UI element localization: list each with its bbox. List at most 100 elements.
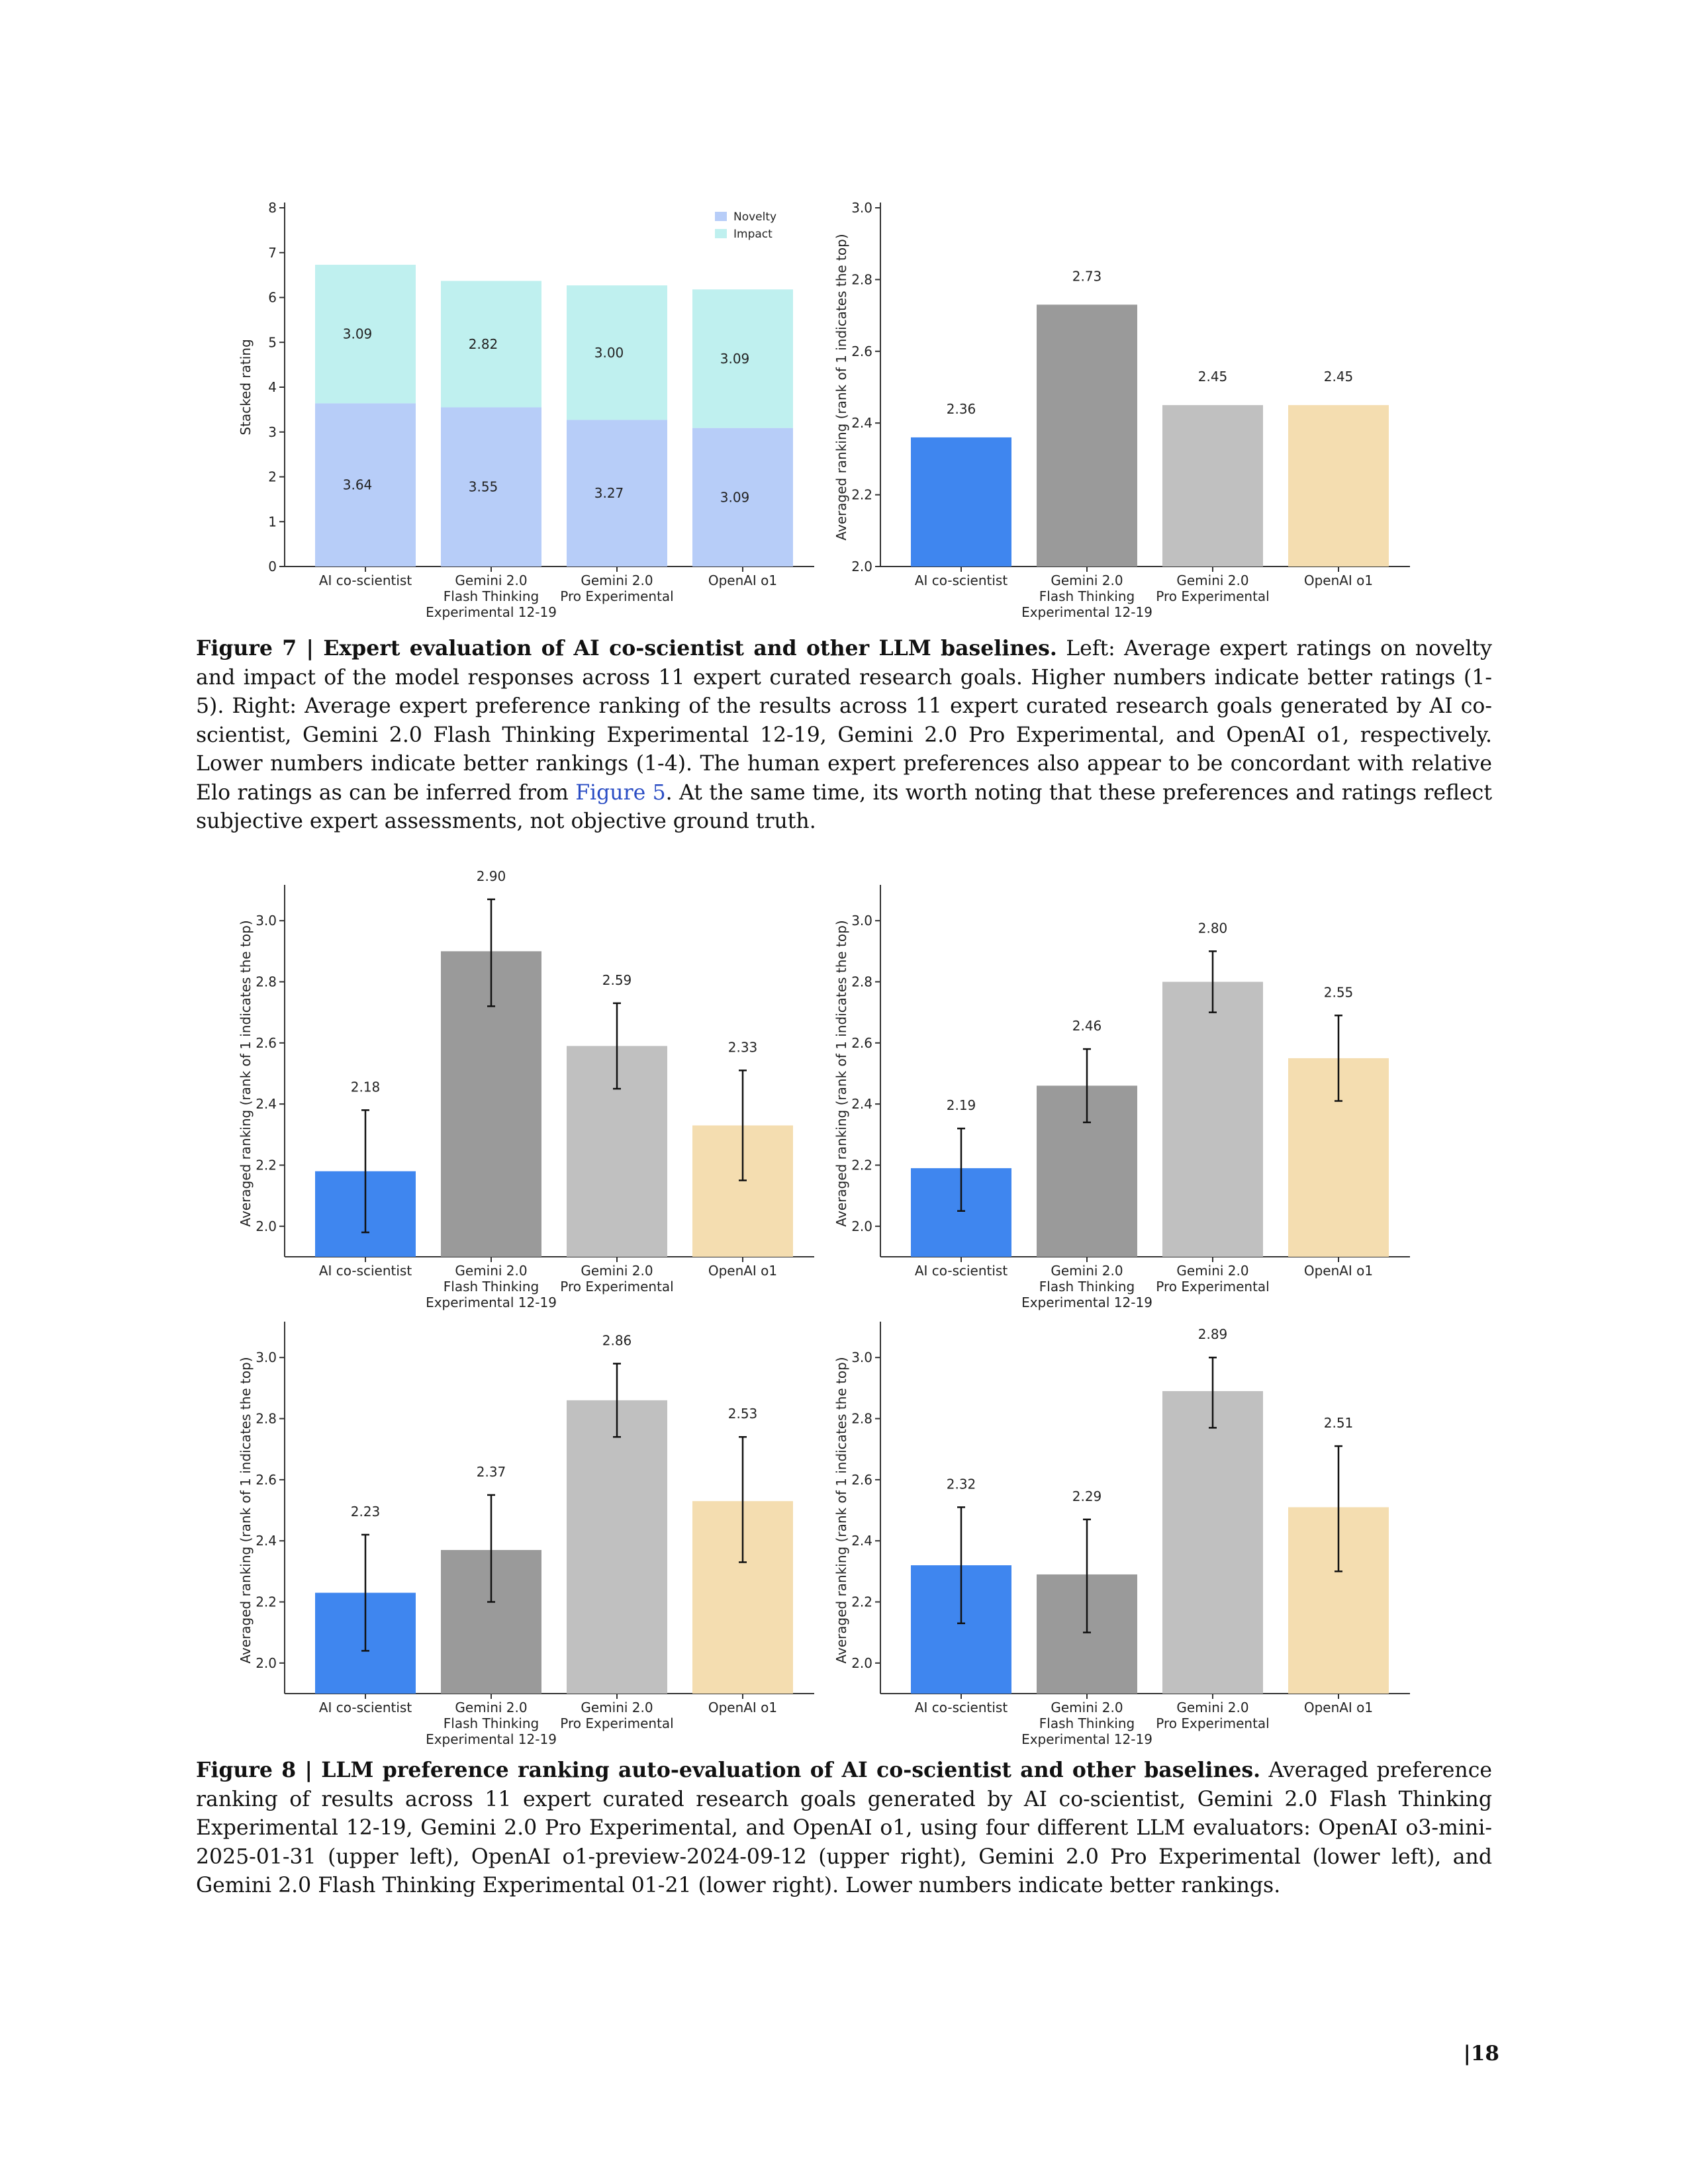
ranking-value-label: 2.80 [1198, 920, 1228, 936]
y-tick-label: 2.8 [851, 271, 872, 287]
ranking-bar [1162, 1390, 1263, 1694]
x-tick-label: Gemini 2.0 [581, 572, 653, 588]
y-tick-label: 3.0 [256, 1349, 277, 1365]
expert-ranking-svg: 2.0 2.2 2.4 2.6 2.8 3.0 Averaged ranking (rank… [833, 200, 1410, 620]
x-tick-label: Experimental 12-19 [426, 1731, 557, 1747]
x-tick-label: Flash Thinking [444, 588, 539, 604]
y-axis-label: Averaged ranking (rank of 1 indicates th… [833, 1357, 849, 1663]
x-tick-label: AI co-scientist [319, 1263, 412, 1279]
legend-impact-swatch [715, 229, 727, 238]
x-tick-label: Pro Experimental [1156, 588, 1269, 604]
y-axis-label: Averaged ranking (rank of 1 indicates th… [238, 920, 254, 1226]
x-tick-label: Experimental 12-19 [1021, 1295, 1152, 1310]
figure5-link[interactable]: Figure 5 [575, 780, 666, 805]
y-tick-label: 3.0 [851, 913, 872, 929]
figure8-caption: Figure 8 | LLM preference ranking auto-e… [196, 1756, 1492, 1901]
ranking-value-label: 2.32 [947, 1476, 976, 1492]
y-tick-label: 6 [268, 290, 277, 306]
y-tick-label: 4 [268, 379, 277, 395]
ranking-value-label: 2.33 [728, 1039, 758, 1055]
x-tick-label: Flash Thinking [444, 1715, 539, 1731]
y-tick-label: 2.8 [851, 974, 872, 990]
ranking-value-label: 2.45 [1324, 369, 1354, 385]
x-tick-label: Gemini 2.0 [1051, 572, 1123, 588]
impact-bar [315, 265, 416, 404]
y-tick-label: 2.0 [851, 1218, 872, 1234]
impact-bar [692, 289, 793, 428]
figure8-o1-preview-ranking-chart: 2.0 2.2 2.4 2.6 2.8 3.0 Averaged ranking (rank… [833, 884, 1436, 1314]
figure7-caption-label: Figure 7 | Expert evaluation of AI co-sc… [196, 636, 1057, 660]
x-tick-label: OpenAI o1 [1304, 572, 1373, 588]
y-tick-label: 2.2 [256, 1594, 277, 1610]
ranking-bar [911, 437, 1011, 567]
x-tick-label: AI co-scientist [319, 572, 412, 588]
legend-impact-label: Impact [733, 228, 773, 241]
y-tick-label: 5 [268, 334, 277, 350]
y-tick-label: 2 [268, 469, 277, 485]
x-tick-label: Gemini 2.0 [455, 1700, 527, 1715]
x-tick-label: Gemini 2.0 [581, 1700, 653, 1715]
x-tick-label: Gemini 2.0 [1051, 1700, 1123, 1715]
figure7-caption-text-1: Left: Average expert ratings on novelty … [196, 637, 1492, 805]
impact-value-label: 2.82 [469, 336, 498, 352]
impact-bar [441, 281, 541, 408]
ranking-value-label: 2.37 [477, 1464, 506, 1480]
novelty-bar [315, 403, 416, 567]
y-tick-label: 3.0 [851, 200, 872, 216]
x-tick-label: Pro Experimental [560, 1715, 673, 1731]
y-tick-label: 2.8 [256, 1411, 277, 1427]
y-tick-label: 2.2 [851, 487, 872, 503]
x-tick-label: AI co-scientist [915, 1700, 1008, 1715]
ranking-value-label: 2.23 [351, 1504, 381, 1520]
x-tick-label: Experimental 12-19 [426, 604, 557, 620]
y-tick-label: 2.4 [256, 1533, 277, 1549]
ranking-value-label: 2.36 [947, 401, 976, 417]
x-tick-label: Flash Thinking [1039, 588, 1135, 604]
x-tick-label: Pro Experimental [560, 1279, 673, 1295]
figure7-caption-text-2: . At the same time, its worth noting tha… [196, 780, 1492, 834]
x-tick-label: Gemini 2.0 [1051, 1263, 1123, 1279]
x-tick-label: Gemini 2.0 [1176, 1263, 1248, 1279]
ranking-value-label: 2.19 [947, 1097, 976, 1113]
x-tick-label: OpenAI o1 [1304, 1700, 1373, 1715]
y-tick-label: 2.6 [256, 1472, 277, 1488]
ranking-value-label: 2.18 [351, 1079, 381, 1095]
figure7-stacked-rating-chart: 0 1 2 3 4 5 6 7 8 Stacked rating AI co-scientist Ge… [238, 199, 827, 622]
x-tick-label: Gemini 2.0 [581, 1263, 653, 1279]
y-tick-label: 2.4 [851, 1533, 872, 1549]
y-tick-label: 1 [268, 514, 277, 529]
novelty-value-label: 3.27 [594, 485, 624, 501]
novelty-value-label: 3.64 [343, 477, 373, 493]
ranking-bar [1162, 405, 1263, 567]
x-tick-label: Experimental 12-19 [1021, 604, 1152, 620]
x-tick-label: AI co-scientist [319, 1700, 412, 1715]
ranking-value-label: 2.86 [602, 1332, 632, 1348]
ranking-value-label: 2.29 [1072, 1488, 1102, 1504]
y-tick-label: 3.0 [256, 913, 277, 929]
x-tick-label: Gemini 2.0 [455, 572, 527, 588]
ranking-value-label: 2.89 [1198, 1326, 1228, 1342]
ranking-value-label: 2.59 [602, 972, 632, 988]
y-axis-label: Averaged ranking (rank of 1 indicates th… [833, 920, 849, 1226]
ranking-value-label: 2.46 [1072, 1018, 1102, 1034]
x-tick-label: Pro Experimental [1156, 1715, 1269, 1731]
figure8-caption-label: Figure 8 | LLM preference ranking auto-e… [196, 1758, 1261, 1782]
novelty-value-label: 3.55 [469, 479, 498, 495]
y-tick-label: 0 [268, 559, 277, 574]
y-tick-label: 2.4 [851, 1096, 872, 1112]
y-tick-label: 2.2 [851, 1158, 872, 1173]
y-axis-label: Stacked rating [238, 339, 254, 435]
ranking-value-label: 2.73 [1072, 268, 1102, 284]
ranking-value-label: 2.53 [728, 1406, 758, 1422]
x-tick-label: Experimental 12-19 [426, 1295, 557, 1310]
ranking-value-label: 2.90 [477, 868, 506, 884]
x-tick-label: AI co-scientist [915, 572, 1008, 588]
ranking-value-label: 2.45 [1198, 369, 1228, 385]
ranking-value-label: 2.55 [1324, 984, 1354, 1000]
x-tick-label: Gemini 2.0 [455, 1263, 527, 1279]
y-tick-label: 2.4 [851, 415, 872, 431]
